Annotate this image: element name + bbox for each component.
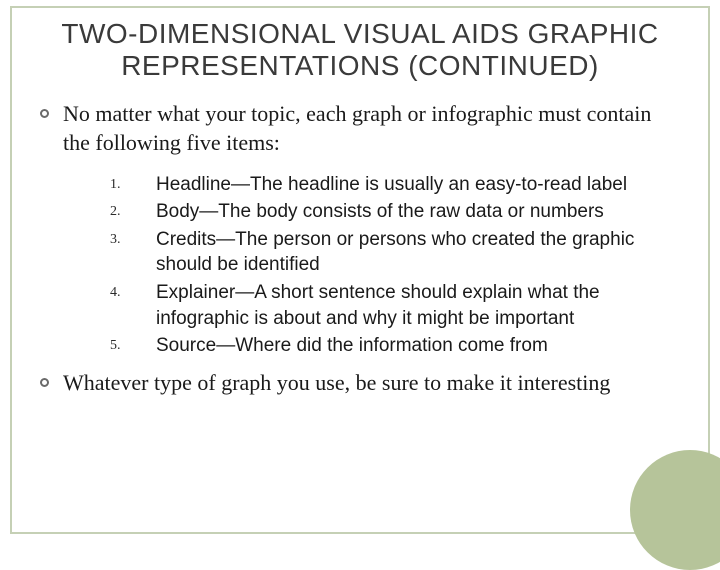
list-text: Headline—The headline is usually an easy…: [156, 172, 627, 198]
bullet-item: No matter what your topic, each graph or…: [40, 100, 680, 157]
list-item: 1. Headline—The headline is usually an e…: [110, 172, 680, 198]
bullet-item: Whatever type of graph you use, be sure …: [40, 369, 680, 398]
list-text: Body—The body consists of the raw data o…: [156, 199, 604, 225]
list-number: 5.: [110, 333, 156, 354]
list-number: 4.: [110, 280, 156, 301]
slide-title: TWO-DIMENSIONAL VISUAL AIDS GRAPHIC REPR…: [0, 0, 720, 94]
bullet-text: No matter what your topic, each graph or…: [63, 100, 680, 157]
list-item: 4. Explainer—A short sentence should exp…: [110, 280, 680, 331]
bullet-text: Whatever type of graph you use, be sure …: [63, 369, 610, 398]
list-number: 2.: [110, 199, 156, 220]
list-number: 1.: [110, 172, 156, 193]
list-number: 3.: [110, 227, 156, 248]
list-item: 3. Credits—The person or persons who cre…: [110, 227, 680, 278]
corner-circle-decoration: [630, 450, 720, 570]
list-item: 2. Body—The body consists of the raw dat…: [110, 199, 680, 225]
list-text: Explainer—A short sentence should explai…: [156, 280, 680, 331]
numbered-list: 1. Headline—The headline is usually an e…: [40, 168, 680, 369]
list-text: Credits—The person or persons who create…: [156, 227, 680, 278]
hollow-bullet-icon: [40, 378, 49, 387]
list-text: Source—Where did the information come fr…: [156, 333, 548, 359]
hollow-bullet-icon: [40, 109, 49, 118]
slide-content: No matter what your topic, each graph or…: [0, 94, 720, 397]
list-item: 5. Source—Where did the information come…: [110, 333, 680, 359]
